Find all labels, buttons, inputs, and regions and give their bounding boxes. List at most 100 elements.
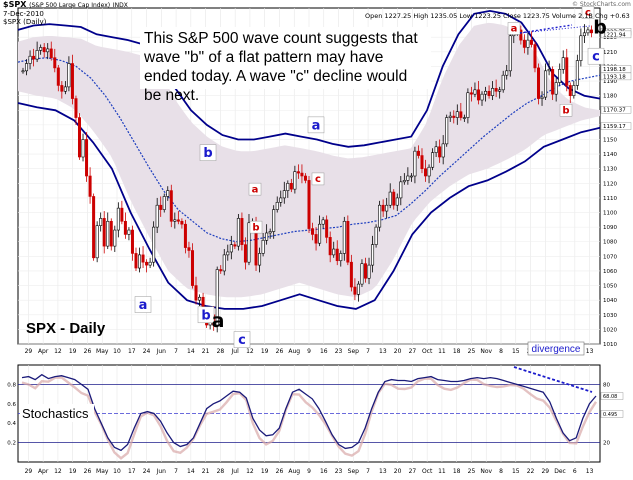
price-x-tick-label: Aug [288,348,300,355]
candle-body [311,228,315,235]
candle-body [332,248,336,256]
price-y-tick-label: 1120 [603,181,617,187]
price-x-tick-label: Jun [156,348,167,355]
candle-body [180,220,184,225]
symbol-name: (S&P 500 Large Cap Index) [29,2,111,9]
stoch-x-tick-label: 28 [217,468,225,475]
stoch-current-label: 0.495 [603,412,617,418]
price-x-tick-label: 24 [143,348,151,355]
price-x-tick-label: 20 [394,348,402,355]
stoch-x-tick-label: 24 [143,468,151,475]
price-y-tick-label: 1040 [603,298,617,304]
price-y-tick-label: 1090 [603,225,617,231]
price-y-tick-label: 1140 [603,152,617,158]
candle-body [374,226,378,245]
stoch-x-tick-label: 13 [379,468,387,475]
wave-label-box [507,22,521,35]
price-x-tick-label: Oct [422,348,433,355]
candle-body [551,69,555,95]
candle-body [438,146,442,158]
candle-body [145,261,149,266]
candle-body [455,111,459,118]
candle-body [349,261,353,288]
candle-body [81,139,85,158]
price-x-tick-label: 7 [174,348,178,355]
divergence-line [513,366,593,393]
candle-body [342,220,346,254]
candle-body [102,218,106,247]
candle-body [586,29,590,34]
candle-body [268,231,272,234]
stoch-y-tick-label: 0.4 [7,421,16,427]
wave-label: c [238,333,246,348]
stoch-x-tick-label: Nov [480,468,492,475]
candle-body [395,197,399,206]
price-y-tick-label: 1100 [603,211,617,217]
wave-label-box [559,104,573,117]
stoch-x-tick-label: 29 [541,468,549,475]
candle-body [56,67,60,86]
candle-body [561,57,565,70]
wave-label: a [312,118,321,133]
candle-body [363,263,367,279]
wave-label: c [315,174,321,185]
candle-body [109,220,113,247]
price-x-tick-label: 12 [246,348,254,355]
price-x-tick-label: 8 [499,348,503,355]
candle-body [491,88,495,96]
candle-body [360,263,364,285]
candle-body [388,191,392,206]
stoch-y-tick-label: 0.2 [7,441,16,447]
stoch-x-tick-label: 6 [573,468,577,475]
annotation-callout: This S&P 500 wave count suggests that wa… [140,27,431,104]
stoch-current-box [600,392,624,400]
stoch-x-tick-label: 19 [69,468,77,475]
candle-body [445,117,449,145]
candle-body [123,220,127,235]
stoch-x-tick-label: 12 [246,468,254,475]
series-label: $SPX (Daily) [3,18,47,26]
candle-body [198,296,202,301]
candle-body [476,89,480,101]
wave-label-box [587,47,605,65]
candle-body [303,175,307,181]
wave-label-box [248,182,262,196]
candle-body [413,150,417,177]
candle-body [473,89,477,95]
candle-body [519,29,523,41]
wave-label-box [249,220,263,234]
symbol-text: $SPX [3,0,27,9]
stoch-x-tick-label: 7 [174,468,178,475]
candle-body [240,218,244,245]
stoch-x-tick-label: 25 [468,468,476,475]
candle-body [522,39,526,48]
candle-body [325,219,329,238]
candle-body [141,254,145,263]
candle-body [540,96,544,99]
candle-body [35,50,39,60]
candle-body [339,253,343,262]
stoch-x-tick-label: 29 [25,468,33,475]
bollinger-band-fill [18,22,600,298]
candle-body [335,248,339,262]
candle-body [529,39,533,45]
stoch-x-tick-label: Dec [554,468,566,475]
candle-body [314,234,318,244]
candle-body [484,90,488,95]
price-x-tick-label: 12 [54,348,62,355]
candle-body [222,254,226,272]
candle-body [236,218,240,247]
price-x-tick-label: Nov [480,348,492,355]
candle-body [420,155,424,169]
stoch-x-tick-label: Jul [231,468,240,475]
candle-body [49,48,53,58]
wave-label: c [592,50,600,65]
bollinger-upper-band [17,9,601,148]
candle-body [353,286,357,295]
price-y-tick-label: 1050 [603,284,617,290]
candle-body [427,166,431,177]
candle-body [275,201,279,210]
stoch-x-tick-label: 21 [202,468,210,475]
candle-body [148,261,152,266]
stoch-label-bg [20,404,94,422]
